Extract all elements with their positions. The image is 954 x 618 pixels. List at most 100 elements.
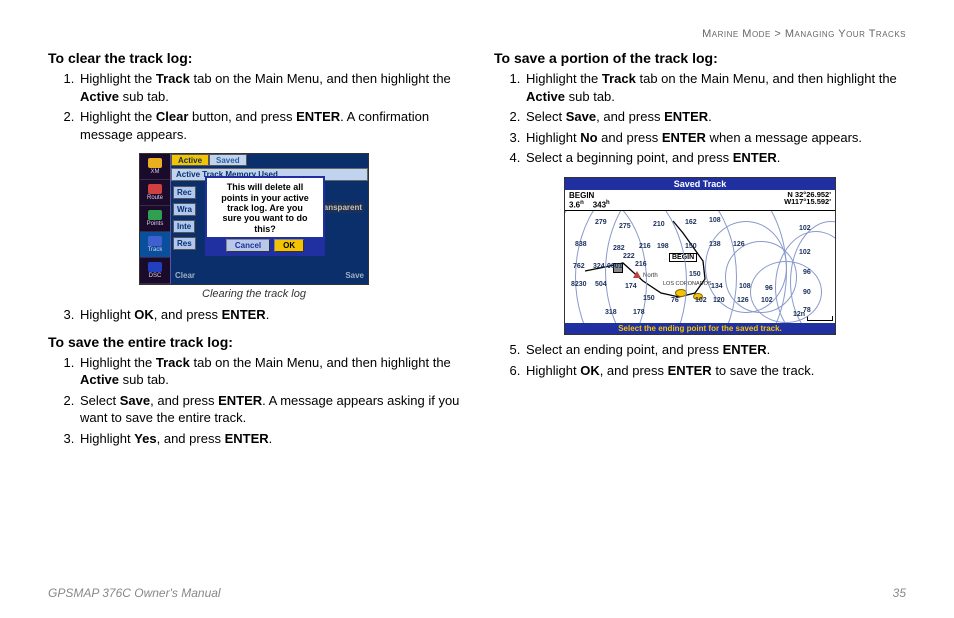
depth-number: 150: [643, 295, 655, 302]
manual-title: GPSMAP 376C Owner's Manual: [48, 586, 221, 600]
depth-number: 324: [593, 263, 605, 270]
list-item: Highlight the Track tab on the Main Menu…: [524, 70, 906, 105]
depth-number: 12n: [793, 311, 805, 318]
fig2-title: Saved Track: [565, 178, 835, 190]
list-item: Select Save, and press ENTER. A message …: [78, 392, 460, 427]
list-item: Highlight Yes, and press ENTER.: [78, 430, 460, 448]
sidebar-icon: [148, 262, 162, 272]
depth-number: 120: [713, 297, 725, 304]
heading-save-portion: To save a portion of the track log:: [494, 50, 906, 66]
breadcrumb-sub: Managing Your Tracks: [785, 28, 906, 40]
sidebar-icon: [148, 184, 162, 194]
sidebar-icon: [148, 236, 162, 246]
depth-number: 210: [653, 221, 665, 228]
depth-number: 138: [709, 241, 721, 248]
depth-number: 318: [605, 309, 617, 316]
tab-saved: Saved: [209, 154, 247, 166]
depth-number: 216: [635, 261, 647, 268]
page-number: 35: [893, 586, 906, 600]
row-label: Rec: [173, 186, 196, 199]
steps-clear-track-cont: Highlight OK, and press ENTER.: [48, 306, 460, 324]
right-column: To save a portion of the track log: High…: [494, 46, 906, 457]
sidebar-item-xm: XM: [140, 154, 170, 180]
depth-number: 150: [685, 243, 697, 250]
depth-number: 216: [639, 243, 651, 250]
depth-number: 282: [613, 245, 625, 252]
depth-number: 108: [739, 283, 751, 290]
list-item: Highlight the Track tab on the Main Menu…: [78, 354, 460, 389]
depth-number: 96: [765, 285, 773, 292]
heading-clear-track: To clear the track log:: [48, 50, 460, 66]
fig2-footer: Select the ending point for the saved tr…: [565, 323, 835, 334]
clear-label: Clear: [175, 271, 195, 280]
depth-number: 198: [657, 243, 669, 250]
sidebar-label: XM: [151, 169, 160, 175]
begin-label: BEGIN: [569, 191, 594, 200]
depth-number: 108: [709, 217, 721, 224]
sidebar-label: Points: [147, 221, 164, 227]
list-item: Highlight the Track tab on the Main Menu…: [78, 70, 460, 105]
depth-number: 102: [799, 225, 811, 232]
depth-number: 76: [671, 297, 679, 304]
depth-number: 275: [619, 223, 631, 230]
sidebar-label: DSC: [149, 273, 162, 279]
depth-number: 504: [595, 281, 607, 288]
depth-number: 0001: [607, 263, 623, 270]
sidebar-item-track: Track: [140, 232, 170, 258]
figure-caption: Clearing the track log: [48, 288, 460, 300]
sidebar-label: Track: [148, 247, 163, 253]
breadcrumb-section: Marine Mode: [702, 28, 771, 40]
list-item: Select a beginning point, and press ENTE…: [524, 149, 906, 167]
depth-number: 162: [685, 219, 697, 226]
heading: 343: [593, 200, 606, 209]
sidebar-item-points: Points: [140, 206, 170, 232]
list-item: Highlight OK, and press ENTER.: [78, 306, 460, 324]
longitude: W117°15.592': [784, 197, 831, 206]
distance: 3.6: [569, 200, 580, 209]
depth-number: 134: [711, 283, 723, 290]
steps-clear-track: Highlight the Track tab on the Main Menu…: [48, 70, 460, 143]
figure-clear-dialog: XMRoutePointsTrackDSC Active Saved Activ…: [139, 153, 369, 285]
depth-number: 102: [695, 297, 707, 304]
list-item: Highlight OK, and press ENTER to save th…: [524, 362, 906, 380]
tab-active: Active: [171, 154, 209, 166]
list-item: Select an ending point, and press ENTER.: [524, 341, 906, 359]
depth-number: 126: [737, 297, 749, 304]
list-item: Highlight the Clear button, and press EN…: [78, 108, 460, 143]
save-label: Save: [345, 271, 364, 280]
row-label: Inte: [173, 220, 195, 233]
list-item: Highlight No and press ENTER when a mess…: [524, 129, 906, 147]
depth-number: 150: [689, 271, 701, 278]
depth-number: 762: [573, 263, 585, 270]
sidebar-icon: [148, 158, 162, 168]
depth-number: 8230: [571, 281, 587, 288]
confirm-dialog: This will delete allpoints in your activ…: [205, 176, 325, 256]
breadcrumb: Marine Mode > Managing Your Tracks: [48, 28, 906, 40]
list-item: Select Save, and press ENTER.: [524, 108, 906, 126]
row-label: Res: [173, 237, 196, 250]
depth-number: 222: [623, 253, 635, 260]
sidebar-label: Route: [147, 195, 163, 201]
transparent-label: ansparent: [322, 202, 364, 213]
map-area: BEGIN North LOS CORONADOS 27927521016210…: [565, 211, 835, 323]
page-footer: GPSMAP 376C Owner's Manual 35: [48, 586, 906, 600]
depth-number: 102: [761, 297, 773, 304]
ok-button: OK: [274, 239, 304, 252]
sidebar-item-route: Route: [140, 180, 170, 206]
left-column: To clear the track log: Highlight the Tr…: [48, 46, 460, 457]
depth-number: 126: [733, 241, 745, 248]
sidebar-icon: [148, 210, 162, 220]
steps-save-portion: Highlight the Track tab on the Main Menu…: [494, 70, 906, 167]
cancel-button: Cancel: [226, 239, 270, 252]
row-label: Wra: [173, 203, 196, 216]
depth-number: 96: [803, 269, 811, 276]
figure-saved-track: Saved Track BEGIN 3.6n 343h N 32°26.952'…: [564, 177, 836, 336]
dialog-text: This will delete allpoints in your activ…: [207, 178, 323, 237]
steps-save-entire: Highlight the Track tab on the Main Menu…: [48, 354, 460, 448]
depth-number: 90: [803, 289, 811, 296]
depth-number: 174: [625, 283, 637, 290]
depth-number: 279: [595, 219, 607, 226]
sidebar-item-dsc: DSC: [140, 258, 170, 284]
heading-save-entire: To save the entire track log:: [48, 334, 460, 350]
depth-number: 102: [799, 249, 811, 256]
